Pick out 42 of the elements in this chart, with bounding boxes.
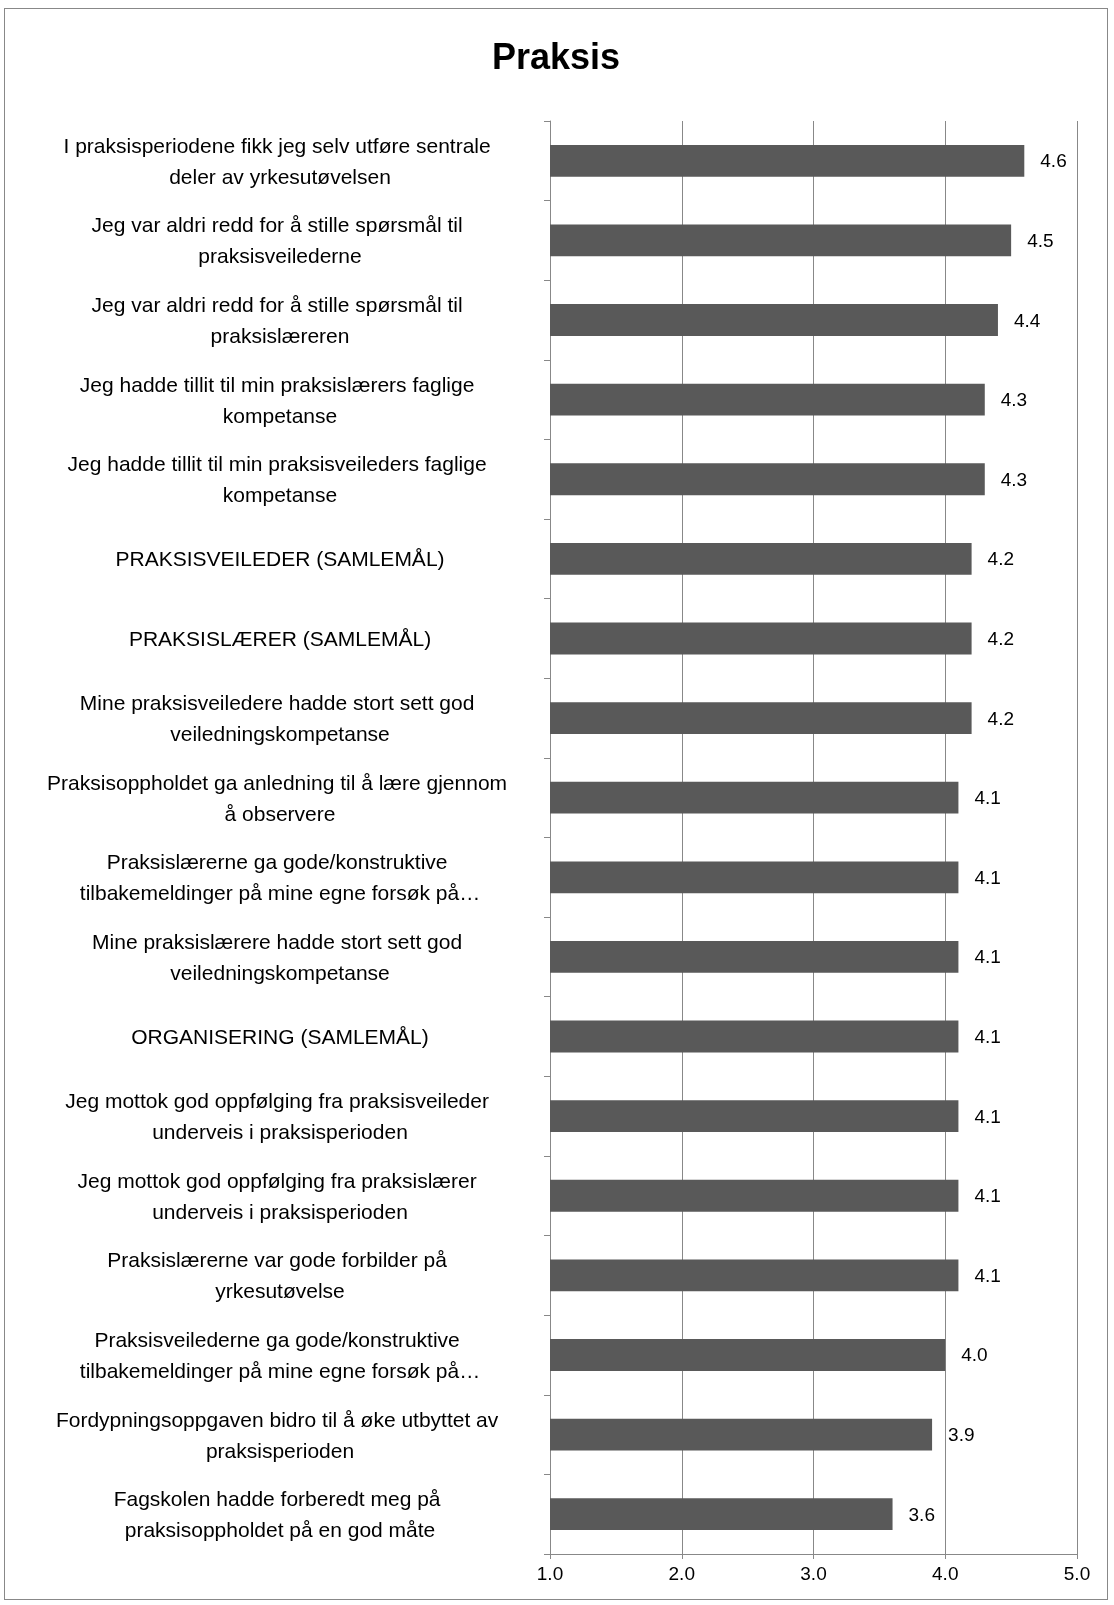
y-tick-label: Praksisveilederne ga gode/konstruktive tilbakemeldinger på mine egne forsøk på… (79, 1327, 481, 1382)
x-tick-label: 4.0 (932, 1563, 959, 1584)
y-tick-label: Jeg mottok god oppfølging fra praksisveileder underveis i praksisperioden (65, 1089, 495, 1144)
y-tick-label: Jeg var aldri redd for å stille spørsmål til praksislæreren (91, 293, 469, 348)
chart-title: Praksis (491, 35, 621, 77)
y-tick-label: PRAKSISVEILEDER (SAMLEMÅL) (115, 547, 445, 571)
y-tick-label: Jeg hadde tillit til min praksislærers faglige kompetanse (79, 372, 481, 427)
x-tick-label: 1.0 (536, 1563, 564, 1584)
data-label: 4.0 (961, 1344, 988, 1366)
y-tick-label: ORGANISERING (SAMLEMÅL) (131, 1025, 429, 1049)
data-label: 4.1 (974, 1264, 1001, 1286)
data-label: 4.5 (1027, 229, 1054, 251)
data-label: 4.1 (974, 787, 1001, 809)
y-tick-label: Praksisoppholdet ga anledning til å lære gjennom å observere (47, 770, 513, 825)
data-label: 4.3 (1000, 389, 1028, 411)
x-tick-label: 5.0 (1063, 1563, 1091, 1584)
data-label: 4.1 (974, 1105, 1001, 1127)
y-tick-label: Mine praksisveiledere hadde stort sett god veiledningskompetanse (79, 691, 481, 746)
y-tick-label: Jeg var aldri redd for å stille spørsmål til praksisveilederne (91, 213, 469, 268)
data-label: 4.3 (1000, 468, 1028, 490)
y-tick-label: Jeg mottok god oppfølging fra praksislærer underveis i praksisperioden (77, 1168, 483, 1223)
data-label: 4.4 (1013, 309, 1041, 331)
data-label: 4.1 (974, 1185, 1001, 1207)
data-label: 3.6 (908, 1503, 935, 1525)
data-label: 4.1 (974, 946, 1001, 968)
y-tick-label: Praksislærerne var gode forbilder på yrkesutøvelse (107, 1248, 453, 1303)
y-tick-label: Mine praksislærere hadde stort sett god veiledningskompetanse (92, 929, 468, 984)
data-label: 3.9 (948, 1424, 975, 1446)
y-tick-label: Fordypningsoppgaven bidro til å øke utbyttet av praksisperioden (55, 1407, 505, 1462)
x-tick-label: 3.0 (800, 1563, 827, 1584)
data-label: 4.2 (987, 707, 1015, 729)
data-label: 4.1 (974, 866, 1001, 888)
y-tick-label: Praksislærerne ga gode/konstruktive tilbakemeldinger på mine egne forsøk på… (79, 850, 481, 905)
data-label: 4.2 (987, 627, 1015, 649)
x-tick-label: 2.0 (668, 1563, 695, 1584)
y-tick-label: PRAKSISLÆRER (SAMLEMÅL) (128, 626, 432, 650)
y-tick-label: Jeg hadde tillit til min praksisveileders faglige kompetanse (67, 452, 493, 507)
data-label: 4.6 (1040, 150, 1067, 172)
data-label: 4.2 (987, 548, 1015, 570)
y-tick-label: I praksisperiodene fikk jeg selv utføre sentrale deler av yrkesutøvelsen (63, 133, 497, 188)
data-label: 4.1 (974, 1026, 1001, 1048)
y-tick-label: Fagskolen hadde forberedt meg på praksisoppholdet på en god måte (113, 1487, 447, 1542)
